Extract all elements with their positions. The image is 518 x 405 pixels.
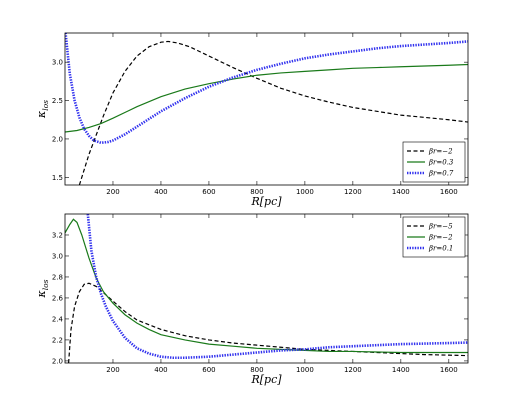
y-tick-label: 2.5 [52, 97, 63, 105]
y-tick-label: 3.2 [52, 231, 63, 239]
legend-entry-2: βr=0.3 [428, 159, 454, 167]
series-line-1 [68, 282, 468, 363]
y-tick-label: 2.8 [52, 273, 63, 281]
series-line-3 [65, 33, 468, 145]
bottom-panel: 200 400 600 800 1000 1200 1400 1600 2.0 2.2 2.4 2.6… [35, 213, 469, 386]
legend-entry-1: βr=−5 [428, 223, 453, 231]
x-tick-label: 1400 [392, 188, 410, 196]
x-tick-label: 200 [106, 188, 119, 196]
x-tick-label: 1600 [440, 366, 458, 374]
legend-entry-2: βr=−2 [428, 234, 453, 242]
x-axis-label: R[pc] [250, 195, 282, 208]
x-axis-label: R[pc] [250, 373, 282, 386]
legend: βr=−2 βr=0.3 βr=0.7 [402, 141, 466, 183]
x-tick-label: 600 [202, 366, 215, 374]
series-line-1 [78, 40, 468, 185]
y-tick-label: 1.5 [52, 174, 63, 182]
axes-frame [64, 213, 469, 364]
y-tick-label: 2.6 [52, 294, 64, 302]
y-tick-label: 2.4 [52, 315, 64, 323]
x-tick-label: 600 [202, 188, 215, 196]
series-group [65, 214, 468, 363]
x-tick-label: 1000 [296, 188, 314, 196]
y-axis-label: κlos [35, 279, 50, 298]
x-tick-label: 800 [250, 366, 263, 374]
series-group [65, 33, 468, 185]
x-tick-label: 1600 [440, 188, 458, 196]
x-tick-label: 200 [106, 366, 119, 374]
x-tick-label: 400 [154, 188, 167, 196]
axes-frame [64, 32, 469, 186]
top-panel: 200 400 600 800 1000 1200 1400 1600 1.5 2.0 2.5 3.0… [35, 32, 469, 208]
legend-entry-3: βr=0.1 [428, 245, 453, 253]
y-tick-label: 2.0 [52, 357, 63, 365]
y-tick-label: 3.0 [52, 252, 63, 260]
series-line-2 [65, 218, 468, 354]
x-tick-label: 800 [250, 188, 263, 196]
x-tick-label: 1200 [344, 188, 362, 196]
x-tick-label: 400 [154, 366, 167, 374]
y-tick-label: 2.2 [52, 336, 63, 344]
y-tick-label: 3.0 [52, 59, 63, 67]
legend-entry-3: βr=0.7 [428, 170, 454, 178]
legend-entry-1: βr=−2 [428, 148, 453, 156]
x-tick-label: 1200 [344, 366, 362, 374]
series-line-3 [86, 214, 468, 360]
x-tick-label: 1400 [392, 366, 410, 374]
x-tick-label: 1000 [296, 366, 314, 374]
y-axis-label: κlos [35, 100, 50, 119]
legend: βr=−5 βr=−2 βr=0.1 [402, 216, 466, 258]
series-line-2 [65, 63, 468, 133]
y-tick-label: 2.0 [52, 135, 63, 143]
